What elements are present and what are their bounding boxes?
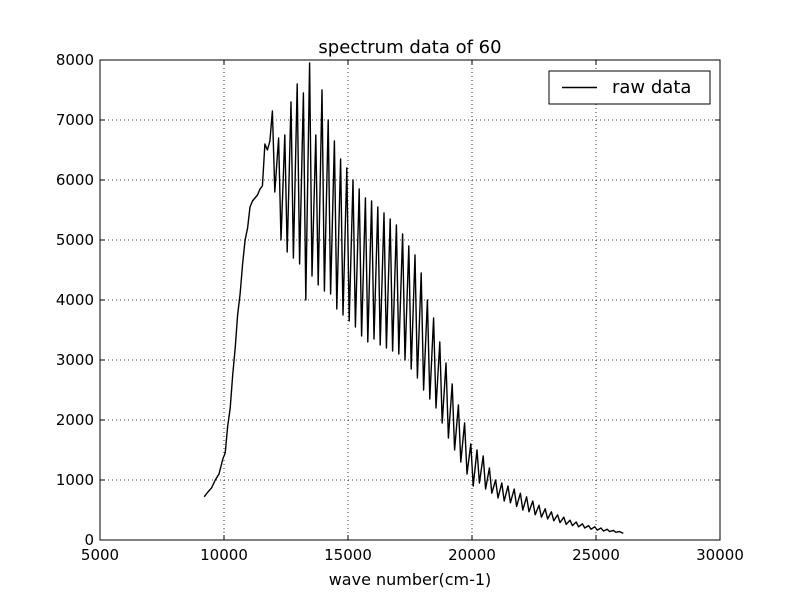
- plot-lines: [203, 62, 624, 535]
- x-tick-label: 5000: [81, 546, 119, 564]
- x-tick-label: 10000: [200, 546, 248, 564]
- x-tick-label: 25000: [572, 546, 620, 564]
- legend: raw data: [548, 70, 711, 105]
- x-tick-label: 15000: [324, 546, 372, 564]
- series-line-raw-data: [203, 62, 624, 535]
- y-tick-label: 8000: [56, 51, 94, 69]
- y-tick-label: 3000: [56, 351, 94, 369]
- y-tick-label: 1000: [56, 471, 94, 489]
- x-tick-label: 30000: [696, 546, 744, 564]
- axis-ticks: 5000 10000 15000 20000 25000 30000 0 1000 2000 30…: [56, 51, 744, 564]
- y-tick-label: 2000: [56, 411, 94, 429]
- x-tick-label: 20000: [448, 546, 496, 564]
- chart-title: spectrum data of 60: [318, 37, 501, 58]
- legend-label: raw data: [612, 77, 691, 98]
- y-tick-label: 6000: [56, 171, 94, 189]
- y-tick-label: 5000: [56, 231, 94, 249]
- y-tick-label: 7000: [56, 111, 94, 129]
- grid-lines: [100, 60, 720, 540]
- y-tick-label: 4000: [56, 291, 94, 309]
- y-tick-label: 0: [84, 531, 94, 549]
- x-axis-label: wave number(cm-1): [329, 570, 492, 589]
